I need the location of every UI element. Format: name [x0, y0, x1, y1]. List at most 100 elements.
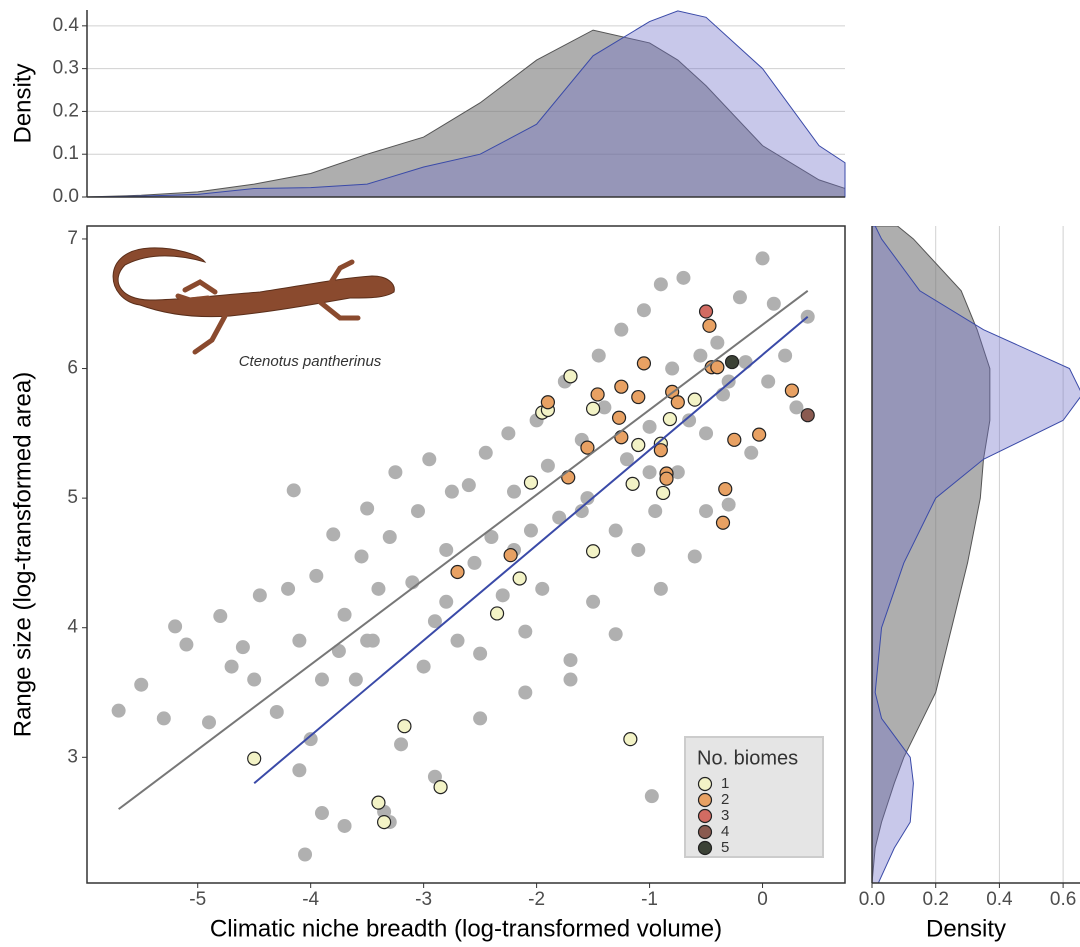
y-tick-label: 4	[67, 617, 78, 638]
scatter-point	[168, 619, 182, 633]
scatter-point	[298, 847, 312, 861]
scatter-point	[451, 634, 465, 648]
density-area	[872, 226, 1080, 883]
scatter-point	[657, 486, 670, 499]
scatter-point	[563, 653, 577, 667]
scatter-point	[615, 380, 628, 393]
scatter-point	[349, 673, 363, 687]
scatter-point	[654, 582, 668, 596]
x-tick-label: -3	[415, 889, 432, 910]
scatter-point	[507, 485, 521, 499]
scatter-point	[632, 391, 645, 404]
scatter-point	[614, 323, 628, 337]
scatter-point	[338, 608, 352, 622]
scatter-point	[378, 816, 391, 829]
scatter-point	[473, 711, 487, 725]
scatter-point	[591, 388, 604, 401]
scatter-point	[202, 715, 216, 729]
legend-swatch	[699, 778, 712, 791]
scatter-point	[613, 411, 626, 424]
scatter-point	[632, 439, 645, 452]
x-axis-label: Climatic niche breadth (log-transformed …	[210, 915, 722, 942]
scatter-point	[753, 428, 766, 441]
scatter-point	[665, 362, 679, 376]
scatter-point	[179, 638, 193, 652]
scatter-point	[315, 806, 329, 820]
scatter-point	[112, 704, 126, 718]
scatter-point	[213, 609, 227, 623]
scatter-point	[756, 251, 770, 265]
scatter-point	[372, 796, 385, 809]
scatter-point	[491, 607, 504, 620]
scatter-point	[524, 476, 537, 489]
scatter-point	[496, 588, 510, 602]
scatter-point	[562, 471, 575, 484]
scatter-point	[801, 409, 814, 422]
scatter-point	[744, 446, 758, 460]
scatter-point	[676, 271, 690, 285]
scatter-point	[524, 524, 538, 538]
x-tick-label: 0.2	[922, 889, 948, 910]
x-tick-label: -4	[302, 889, 319, 910]
scatter-point	[637, 357, 650, 370]
scatter-point	[726, 356, 739, 369]
scatter-point	[716, 387, 730, 401]
scatter-point	[411, 504, 425, 518]
scatter-point	[703, 319, 716, 332]
scatter-point	[398, 720, 411, 733]
chart: 0.00.10.20.30.4Density-5-4-3-2-1034567Cl…	[0, 0, 1080, 947]
scatter-point	[270, 705, 284, 719]
x-tick-label: -2	[528, 889, 545, 910]
scatter-point	[467, 556, 481, 570]
scatter-point	[643, 465, 657, 479]
scatter-point	[563, 673, 577, 687]
y-tick-label: 7	[67, 228, 78, 249]
scatter-point	[592, 349, 606, 363]
scatter-point	[518, 625, 532, 639]
scatter-point	[637, 303, 651, 317]
density-panel	[872, 226, 1080, 883]
scatter-point	[626, 477, 639, 490]
scatter-point	[225, 660, 239, 674]
x-tick-label: -1	[641, 889, 658, 910]
scatter-point	[778, 349, 792, 363]
scatter-point	[315, 673, 329, 687]
scatter-point	[253, 588, 267, 602]
y-tick-label: 0.2	[53, 100, 79, 121]
scatter-point	[615, 431, 628, 444]
scatter-point	[513, 572, 526, 585]
scatter-point	[501, 426, 515, 440]
scatter-point	[417, 660, 431, 674]
y-tick-label: 6	[67, 358, 78, 379]
y-axis-label: Range size (log-transformed area)	[9, 372, 36, 738]
x-axis-label: Density	[926, 915, 1006, 942]
scatter-point	[700, 305, 713, 318]
scatter-point	[733, 290, 747, 304]
scatter-point	[157, 711, 171, 725]
y-tick-label: 0.3	[53, 58, 79, 79]
scatter-point	[383, 530, 397, 544]
scatter-point	[247, 673, 261, 687]
scatter-point	[434, 781, 447, 794]
scatter-point	[609, 627, 623, 641]
scatter-point	[541, 459, 555, 473]
legend-label: 3	[721, 807, 729, 824]
scatter-point	[355, 549, 369, 563]
scatter-point	[660, 472, 673, 485]
scatter-point	[663, 413, 676, 426]
scatter-point	[688, 393, 701, 406]
scatter-point	[710, 336, 724, 350]
legend-label: 4	[721, 823, 729, 840]
scatter-point	[326, 527, 340, 541]
scatter-point	[587, 402, 600, 415]
scatter-point	[451, 565, 464, 578]
scatter-point	[564, 370, 577, 383]
x-tick-label: 0.4	[986, 889, 1013, 910]
legend-swatch	[699, 794, 712, 807]
scatter-point	[716, 516, 729, 529]
scatter-point	[722, 498, 736, 512]
lizard-illustration	[113, 248, 394, 352]
scatter-point	[587, 545, 600, 558]
scatter-point	[609, 524, 623, 538]
y-tick-label: 5	[67, 487, 78, 508]
